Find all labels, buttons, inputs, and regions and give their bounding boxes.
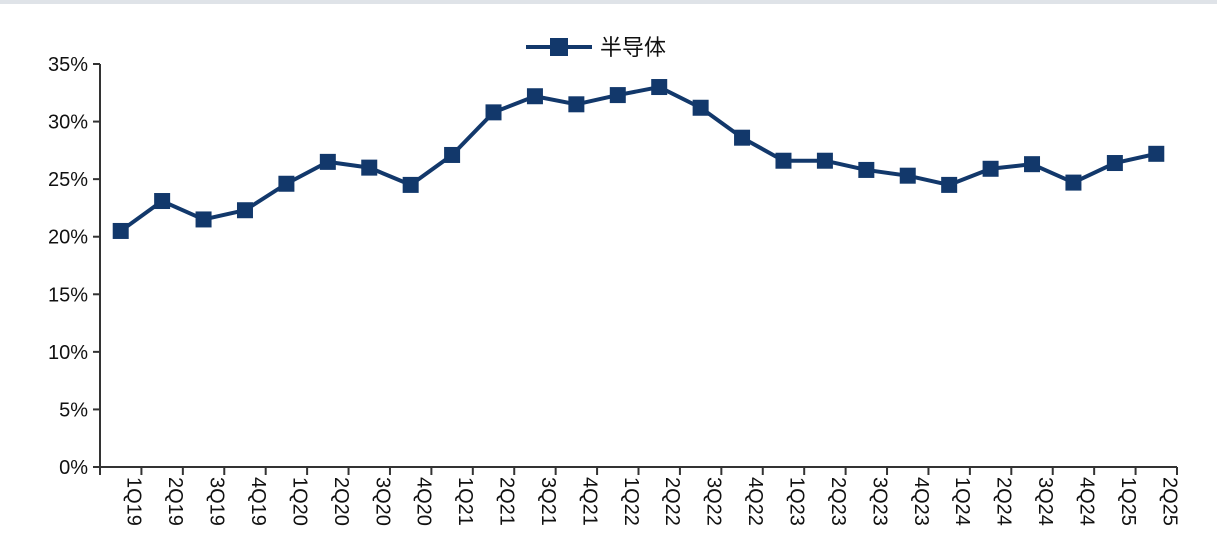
- data-point-marker: [858, 161, 875, 178]
- x-tick-label: 4Q19: [247, 477, 269, 526]
- x-tick-label: 2Q22: [661, 477, 683, 526]
- data-point-marker: [609, 87, 626, 104]
- data-point-marker: [1106, 155, 1123, 172]
- y-tick-label: 30%: [48, 112, 88, 134]
- x-tick-label: 3Q21: [537, 477, 559, 526]
- data-point-marker: [899, 167, 916, 184]
- y-tick-label: 10%: [48, 342, 88, 364]
- data-point-marker: [651, 79, 668, 96]
- x-tick-label: 2Q24: [993, 477, 1015, 526]
- x-tick-label: 1Q24: [951, 477, 973, 526]
- y-ticks: 0% 5% 10% 15% 20% 25% 30% 35%: [48, 54, 100, 479]
- data-point-marker: [278, 175, 295, 192]
- data-point-marker: [485, 104, 502, 121]
- x-tick-label: 1Q22: [620, 477, 642, 526]
- x-tick-label: 4Q20: [413, 477, 435, 526]
- data-point-marker: [568, 96, 585, 113]
- data-point-marker: [1148, 145, 1165, 162]
- x-tick-label: 3Q20: [371, 477, 393, 526]
- data-point-marker: [112, 222, 129, 239]
- x-tick-label: 4Q21: [578, 477, 600, 526]
- x-tick-label: 4Q23: [910, 477, 932, 526]
- x-tick-label: 1Q25: [1117, 477, 1139, 526]
- data-point-marker: [1065, 174, 1082, 191]
- data-point-marker: [816, 152, 833, 169]
- x-tick-label: 2Q21: [496, 477, 518, 526]
- x-tick-label: 4Q22: [744, 477, 766, 526]
- x-tick-label: 3Q22: [703, 477, 725, 526]
- data-point-marker: [526, 88, 543, 105]
- chart-legend: 半导体: [526, 36, 666, 61]
- x-tick-label: 1Q19: [123, 477, 145, 526]
- data-point-marker: [236, 202, 253, 219]
- x-tick-label: 3Q19: [206, 477, 228, 526]
- data-point-marker: [154, 193, 171, 210]
- x-ticks: 1Q19 2Q19 3Q19 4Q19 1Q20 2Q20 3Q20 4Q20 1Q21 2Q21…: [99, 467, 1180, 526]
- y-tick-label: 20%: [48, 227, 88, 249]
- data-point-marker: [941, 176, 958, 193]
- data-point-marker: [1024, 156, 1041, 173]
- data-point-marker: [195, 211, 212, 228]
- x-tick-label: 3Q23: [868, 477, 890, 526]
- data-point-marker: [734, 129, 751, 146]
- x-tick-label: 2Q25: [1158, 477, 1180, 526]
- x-tick-label: 1Q21: [454, 477, 476, 526]
- x-tick-label: 2Q23: [827, 477, 849, 526]
- y-tick-label: 25%: [48, 169, 88, 191]
- x-tick-label: 2Q20: [330, 477, 352, 526]
- chart-axes: 0%5%10%15%20%25%30%35% 1Q19 2Q19 3Q19 4Q19 1…: [48, 54, 1180, 526]
- series-layer: [112, 79, 1165, 239]
- y-tick-label: 5%: [59, 399, 88, 421]
- legend-label: 半导体: [600, 36, 666, 61]
- x-tick-label: 1Q20: [288, 477, 310, 526]
- y-tick-label: 35%: [48, 54, 88, 76]
- legend-square-marker: [550, 38, 568, 56]
- data-point-marker: [402, 176, 419, 193]
- x-tick-label: 2Q19: [164, 477, 186, 526]
- data-point-marker: [361, 159, 378, 176]
- x-tick-label: 4Q24: [1075, 477, 1097, 526]
- y-tick-label: 0%: [59, 457, 88, 479]
- y-tick-label: 15%: [48, 284, 88, 306]
- data-point-marker: [775, 152, 792, 169]
- series-line: [119, 85, 1157, 233]
- window-top-border: [0, 0, 1217, 4]
- data-point-marker: [982, 160, 999, 177]
- data-point-marker: [319, 153, 336, 170]
- x-tick-label: 1Q23: [785, 477, 807, 526]
- data-point-marker: [444, 146, 461, 163]
- data-point-marker: [692, 99, 709, 116]
- x-tick-label: 3Q24: [1034, 477, 1056, 526]
